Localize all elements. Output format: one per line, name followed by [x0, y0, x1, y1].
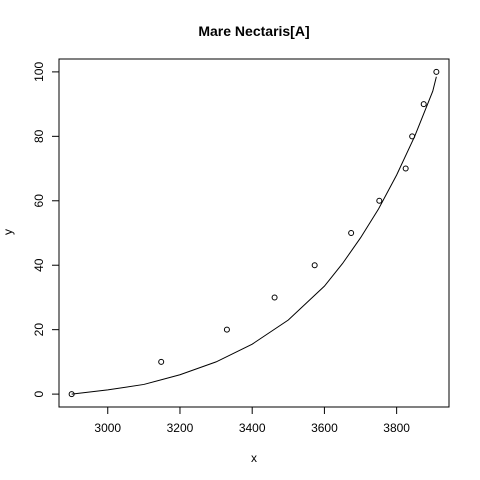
y-tick-label: 0 — [32, 390, 46, 397]
x-axis: 3000 3200 3400 3600 3800 — [94, 406, 410, 435]
data-point — [68, 391, 75, 398]
data-point — [376, 197, 383, 204]
data-point — [433, 68, 440, 75]
plot-frame — [58, 58, 450, 408]
data-point — [311, 262, 318, 269]
x-tick-label: 3200 — [167, 421, 194, 435]
y-tick-label: 40 — [32, 258, 46, 272]
data-point — [271, 294, 278, 301]
y-tick-label: 20 — [32, 323, 46, 337]
data-point — [409, 133, 416, 140]
y-axis-label: y — [1, 229, 15, 235]
fitted-curve-layer — [71, 76, 437, 395]
x-tick-label: 3400 — [239, 421, 266, 435]
x-axis-label: x — [251, 451, 257, 465]
chart-title: Mare Nectaris[A] — [198, 23, 309, 39]
data-point — [348, 230, 355, 236]
data-point — [223, 326, 230, 333]
y-axis: 0 20 40 60 80 100 — [32, 62, 60, 397]
fitted-curve — [71, 76, 437, 395]
y-tick-label: 100 — [32, 62, 46, 82]
data-point — [420, 101, 427, 108]
x-tick-label: 3000 — [94, 421, 121, 435]
data-points-layer — [68, 68, 440, 398]
y-tick-label: 80 — [32, 129, 46, 143]
x-tick-label: 3600 — [311, 421, 338, 435]
data-point — [158, 358, 165, 365]
x-tick-label: 3800 — [383, 421, 410, 435]
y-tick-label: 60 — [32, 194, 46, 208]
data-point — [402, 165, 409, 172]
